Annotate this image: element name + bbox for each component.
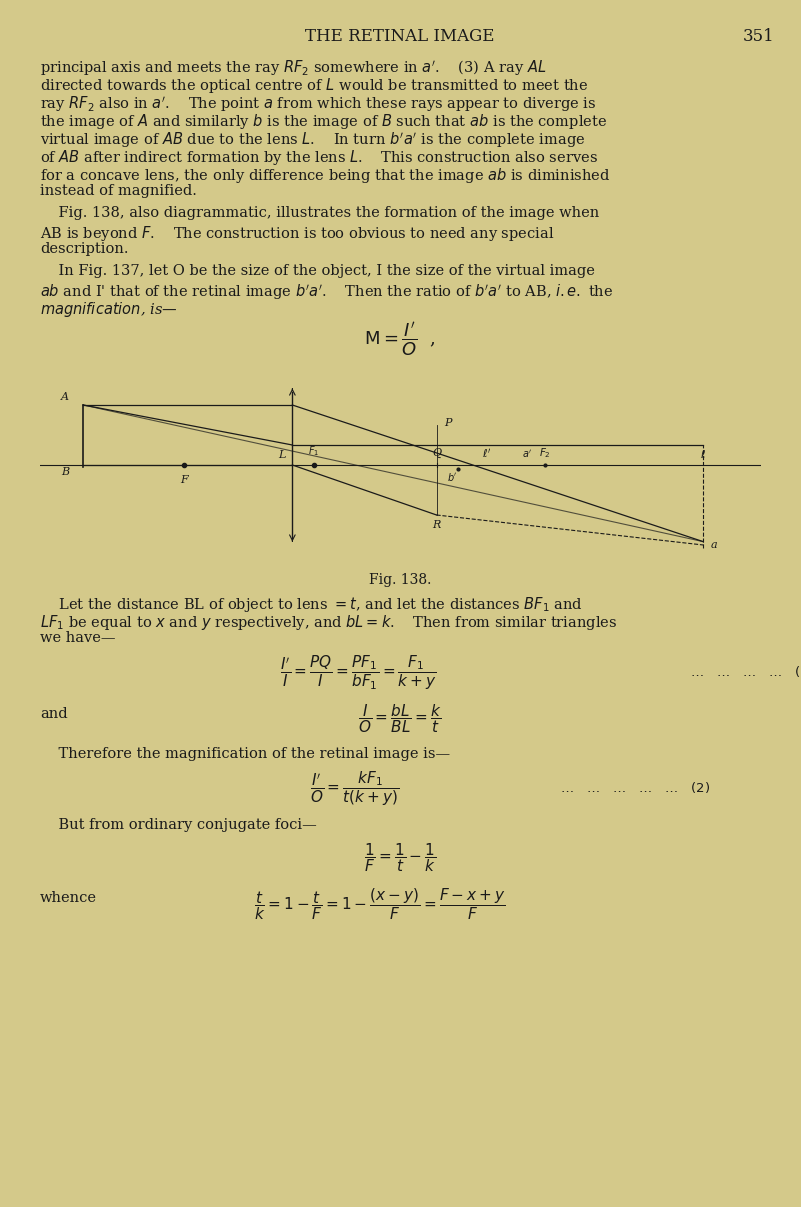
Text: and: and <box>40 707 67 721</box>
Text: L: L <box>278 450 285 460</box>
Text: B: B <box>61 467 70 477</box>
Text: $\dfrac{t}{k} = 1 - \dfrac{t}{F} = 1 - \dfrac{(x-y)}{F} = \dfrac{F-x+y}{F}$: $\dfrac{t}{k} = 1 - \dfrac{t}{F} = 1 - \… <box>254 886 505 922</box>
Text: whence: whence <box>40 891 97 905</box>
Text: R: R <box>433 520 441 530</box>
Text: for a concave lens, the only difference being that the image $ab$ is diminished: for a concave lens, the only difference … <box>40 167 610 185</box>
Text: directed towards the optical centre of $L$ would be transmitted to meet the: directed towards the optical centre of $… <box>40 76 588 95</box>
Text: $magnification$, is—: $magnification$, is— <box>40 301 178 319</box>
Text: principal axis and meets the ray $RF_2$ somewhere in $a'$.    (3) A ray $AL$: principal axis and meets the ray $RF_2$ … <box>40 58 546 77</box>
Text: $\ldots \quad \ldots \quad \ldots \quad \ldots \quad \ldots \quad (2)$: $\ldots \quad \ldots \quad \ldots \quad … <box>560 780 710 795</box>
Text: instead of magnified.: instead of magnified. <box>40 183 197 198</box>
Text: of $AB$ after indirect formation by the lens $L$.    This construction also serv: of $AB$ after indirect formation by the … <box>40 148 598 167</box>
Text: $a'$: $a'$ <box>521 448 532 460</box>
Text: A: A <box>62 391 69 402</box>
Text: Fig. 138.: Fig. 138. <box>368 573 431 587</box>
Text: But from ordinary conjugate foci—: But from ordinary conjugate foci— <box>40 818 316 832</box>
Text: $F_1$: $F_1$ <box>308 444 320 459</box>
Text: $\dfrac{I'}{O} = \dfrac{kF_1}{t(k+y)}$: $\dfrac{I'}{O} = \dfrac{kF_1}{t(k+y)}$ <box>310 770 399 809</box>
Text: AB is beyond $F$.    The construction is too obvious to need any special: AB is beyond $F$. The construction is to… <box>40 225 554 243</box>
Text: $\dfrac{I'}{I} = \dfrac{PQ}{I} = \dfrac{PF_1}{bF_1} = \dfrac{F_1}{k+y}$: $\dfrac{I'}{I} = \dfrac{PQ}{I} = \dfrac{… <box>280 654 437 693</box>
Text: $\dfrac{I}{O} = \dfrac{bL}{BL} = \dfrac{k}{t}$: $\dfrac{I}{O} = \dfrac{bL}{BL} = \dfrac{… <box>358 702 442 735</box>
Text: THE RETINAL IMAGE: THE RETINAL IMAGE <box>305 28 495 45</box>
Text: 351: 351 <box>743 28 775 45</box>
Text: the image of $A$ and similarly $b$ is the image of $B$ such that $ab$ is the com: the image of $A$ and similarly $b$ is th… <box>40 112 607 132</box>
Text: $\mathrm{M} = \dfrac{I'}{O}$  ,: $\mathrm{M} = \dfrac{I'}{O}$ , <box>364 320 436 357</box>
Text: a: a <box>710 540 717 550</box>
Text: F: F <box>180 476 188 485</box>
Text: Therefore the magnification of the retinal image is—: Therefore the magnification of the retin… <box>40 747 450 760</box>
Text: P: P <box>444 419 451 428</box>
Text: $LF_1$ be equal to $x$ and $y$ respectively, and $bL=k$.    Then from similar tr: $LF_1$ be equal to $x$ and $y$ respectiv… <box>40 613 618 632</box>
Text: $\ell$: $\ell$ <box>700 448 706 460</box>
Text: In Fig. 137, let O be the size of the object, I the size of the virtual image: In Fig. 137, let O be the size of the ob… <box>40 264 595 278</box>
Text: description.: description. <box>40 241 128 256</box>
Text: Q: Q <box>432 448 441 459</box>
Text: we have—: we have— <box>40 631 115 645</box>
Text: $b'$: $b'$ <box>448 471 458 483</box>
Text: ray $RF_2$ also in $a'$.    The point $a$ from which these rays appear to diverg: ray $RF_2$ also in $a'$. The point $a$ f… <box>40 94 597 113</box>
Text: virtual image of $AB$ due to the lens $L$.    In turn $b'a'$ is the complete ima: virtual image of $AB$ due to the lens $L… <box>40 130 586 150</box>
Text: Let the distance BL of object to lens $=t$, and let the distances $BF_1$ and: Let the distance BL of object to lens $=… <box>40 595 583 614</box>
Text: $\ldots \quad \ldots \quad \ldots \quad \ldots \quad (1)$: $\ldots \quad \ldots \quad \ldots \quad … <box>690 664 801 680</box>
Text: $\dfrac{1}{F} = \dfrac{1}{t} - \dfrac{1}{k}$: $\dfrac{1}{F} = \dfrac{1}{t} - \dfrac{1}… <box>364 841 437 874</box>
Text: $ab$ and I' that of the retinal image $b'a'$.    Then the ratio of $b'a'$ to AB,: $ab$ and I' that of the retinal image $b… <box>40 282 614 302</box>
Text: $\ell'$: $\ell'$ <box>482 447 492 460</box>
Text: $F_2$: $F_2$ <box>539 447 550 460</box>
Text: Fig. 138, also diagrammatic, illustrates the formation of the image when: Fig. 138, also diagrammatic, illustrates… <box>40 206 599 220</box>
